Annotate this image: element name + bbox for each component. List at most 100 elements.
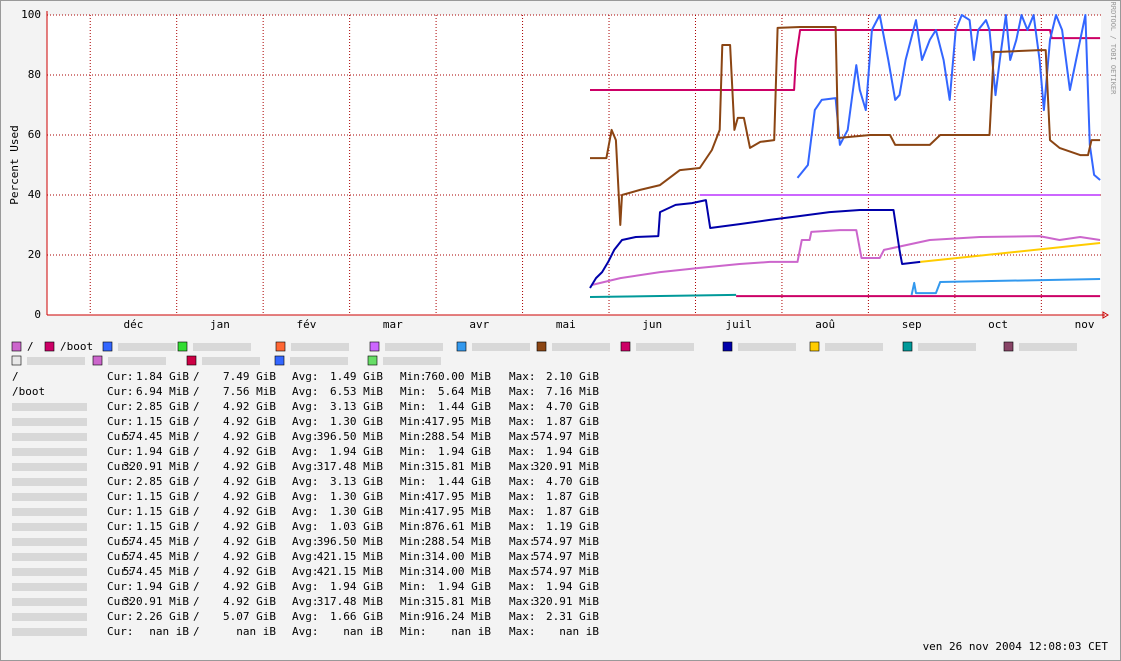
stats-label: Max: [509,370,536,383]
stats-value: 1.94 GiB [438,580,491,593]
stats-value: 288.54 MiB [425,535,492,548]
stats-label: Max: [509,505,536,518]
stats-label: Avg: [292,475,319,488]
stats-label: Min: [400,445,427,458]
blurred-name [12,583,87,591]
stats-value: 760.00 MiB [425,370,492,383]
series-line [796,14,1101,181]
stats-value: 1.84 GiB [136,370,189,383]
stats-value: 4.92 GiB [223,580,276,593]
series-line [590,26,1101,226]
stats-value: 574.97 MiB [533,550,600,563]
blurred-label [472,343,530,351]
stats-label: Cur: [107,610,134,623]
stats-label: Avg: [292,550,319,563]
series-line [910,278,1101,296]
stats-name: /boot [12,385,45,398]
y-tick-label: 0 [34,308,41,321]
x-tick-label: nov [1075,318,1095,331]
stats-label: Avg: [292,460,319,473]
stats-label: / [193,415,200,428]
stats-label: Cur: [107,445,134,458]
stats-label: Min: [400,520,427,533]
stats-value: 1.94 GiB [136,445,189,458]
stats-value: 417.95 MiB [425,415,492,428]
stats-label: Avg: [292,400,319,413]
stats-label: Min: [400,550,427,563]
stats-label: / [193,430,200,443]
stats-value: 1.44 GiB [438,475,491,488]
blurred-label [918,343,976,351]
stats-value: 1.87 GiB [546,505,599,518]
stats-value: 7.16 MiB [546,385,599,398]
stats-value: nan iB [343,625,383,638]
stats-value: 574.45 MiB [123,550,190,563]
legend-swatch [11,355,22,366]
blurred-label [27,357,85,365]
stats-label: Max: [509,475,536,488]
stats-value: 1.15 GiB [136,520,189,533]
stats-label: Cur: [107,535,134,548]
stats-label: Max: [509,460,536,473]
stats-label: Cur: [107,520,134,533]
stats-label: Max: [509,595,536,608]
stats-value: 1.15 GiB [136,490,189,503]
stats-value: 4.70 GiB [546,400,599,413]
stats-label: / [193,460,200,473]
stats-label: Max: [509,385,536,398]
stats-value: 574.97 MiB [533,565,600,578]
stats-value: 1.94 GiB [546,445,599,458]
x-tick-label: sep [902,318,922,331]
stats-label: Avg: [292,430,319,443]
legend-swatch [536,341,547,352]
blurred-name [12,433,87,441]
blurred-name [12,568,87,576]
stats-value: 320.91 MiB [533,595,600,608]
stats-label: Cur: [107,580,134,593]
stats-value: 320.91 MiB [123,460,190,473]
stats-label: Cur: [107,475,134,488]
stats-label: Cur: [107,385,134,398]
stats-label: Avg: [292,505,319,518]
stats-value: 2.26 GiB [136,610,189,623]
blurred-name [12,418,87,426]
stats-label: / [193,550,200,563]
stats-label: Max: [509,490,536,503]
stats-label: / [193,580,200,593]
stats-label: Avg: [292,520,319,533]
stats-label: Avg: [292,535,319,548]
stats-label: Cur: [107,415,134,428]
stats-value: 4.92 GiB [223,430,276,443]
stats-label: / [193,385,200,398]
stats-value: 1.87 GiB [546,415,599,428]
stats-label: / [193,505,200,518]
stats-value: 1.87 GiB [546,490,599,503]
series-line [591,229,1101,286]
stats-value: nan iB [559,625,599,638]
series-line [920,242,1101,263]
stats-value: 396.50 MiB [317,535,384,548]
legend-swatch [102,341,113,352]
legend-swatch [177,341,188,352]
stats-label: Min: [400,490,427,503]
stats-value: 7.56 MiB [223,385,276,398]
stats-value: 6.94 MiB [136,385,189,398]
stats-label: Avg: [292,445,319,458]
legend-swatch [809,341,820,352]
stats-value: 4.92 GiB [223,550,276,563]
stats-label: / [193,625,200,638]
y-tick-label: 100 [21,8,41,21]
stats-value: nan iB [236,625,276,638]
legend-label: /boot [60,340,93,353]
x-tick-label: fév [296,318,316,331]
stats-value: nan iB [149,625,189,638]
stats-value: 2.31 GiB [546,610,599,623]
stats-value: 1.15 GiB [136,415,189,428]
stats-value: 4.92 GiB [223,415,276,428]
stats-value: nan iB [451,625,491,638]
stats-label: Min: [400,415,427,428]
legend-swatch [1003,341,1014,352]
x-tick-label: jun [642,318,662,331]
stats-value: 4.92 GiB [223,460,276,473]
